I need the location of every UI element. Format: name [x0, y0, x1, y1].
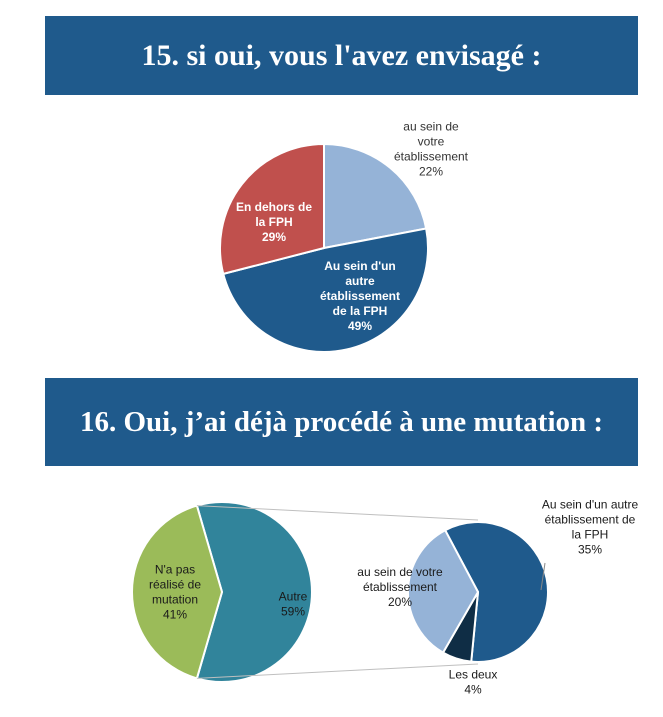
pie-chart-q15: au sein de votre établissement 22%Au sein d…	[219, 120, 469, 353]
q16-label-etab: au sein de votre établissement 20%	[357, 565, 443, 609]
q15-label-2-line: 29%	[262, 230, 286, 244]
q16-breakdown-slice-0	[443, 521, 549, 663]
q16-label-autre: Autre 59%	[279, 590, 308, 619]
q15-label-1-line: établissement	[320, 289, 400, 303]
q15-label-0: au sein de votre établissement 22%	[394, 120, 469, 179]
q16-label-deux: Les deux 4%	[449, 668, 498, 697]
q16-label-npas-line: N'a pas	[155, 563, 195, 577]
q16-label-fph-line: 35%	[578, 543, 602, 557]
q16-connector-bottom	[196, 663, 479, 679]
q16-label-etab-line: au sein de votre	[357, 565, 443, 579]
q16-label-fph: Au sein d'un autre établissement de la FPH…	[542, 498, 639, 557]
q16-connector-top	[196, 505, 479, 521]
q16-leader-fph	[540, 562, 546, 591]
q16-label-npas-line: réalisé de	[149, 578, 201, 592]
q16-label-etab-line: 20%	[388, 595, 412, 609]
pie-chart-q16: Autre 59% N'a pas réalisé de mutation 41% Au s…	[130, 498, 639, 697]
q16-label-fph-line: Au sein d'un autre	[542, 498, 639, 512]
q16-label-deux-line: Les deux	[449, 668, 498, 682]
q16-breakdown-slice-2	[407, 528, 480, 655]
q15-label-0-line: au sein de	[403, 120, 459, 134]
section-16-title: 16. Oui, j’ai déjà procédé à une mutatio…	[45, 378, 638, 466]
q16-label-etab-line: établissement	[363, 580, 438, 594]
q15-label-2: En dehors de la FPH 29%	[236, 200, 312, 244]
q15-label-2-line: la FPH	[255, 215, 292, 229]
q15-label-1-line: de la FPH	[333, 304, 388, 318]
q16-main-slice-0	[195, 501, 313, 683]
q16-label-autre-line: Autre	[279, 590, 308, 604]
q15-label-0-line: établissement	[394, 150, 469, 164]
q16-label-fph-line: établissement de	[545, 513, 636, 527]
q16-main-slice-1	[130, 504, 224, 680]
q15-slice-0	[323, 142, 428, 250]
q15-label-2-line: En dehors de	[236, 200, 312, 214]
section-15-title: 15. si oui, vous l'avez envisagé :	[45, 16, 638, 95]
q16-label-fph-line: la FPH	[572, 528, 609, 542]
q15-label-1-line: 49%	[348, 319, 372, 333]
q15-slice-2	[219, 142, 325, 276]
q16-label-npas: N'a pas réalisé de mutation 41%	[149, 563, 201, 622]
q15-label-0-line: votre	[418, 135, 445, 149]
q15-label-1: Au sein d'un autre établissement de la FPH 4…	[320, 259, 400, 333]
q15-label-1-line: autre	[345, 274, 375, 288]
q15-label-0-line: 22%	[419, 165, 443, 179]
q16-label-autre-line: 59%	[281, 605, 305, 619]
q16-label-npas-line: 41%	[163, 608, 187, 622]
q15-label-1-line: Au sein d'un	[324, 259, 396, 273]
q16-label-deux-line: 4%	[464, 683, 482, 697]
q15-slice-1	[222, 227, 429, 353]
q16-label-npas-line: mutation	[152, 593, 198, 607]
